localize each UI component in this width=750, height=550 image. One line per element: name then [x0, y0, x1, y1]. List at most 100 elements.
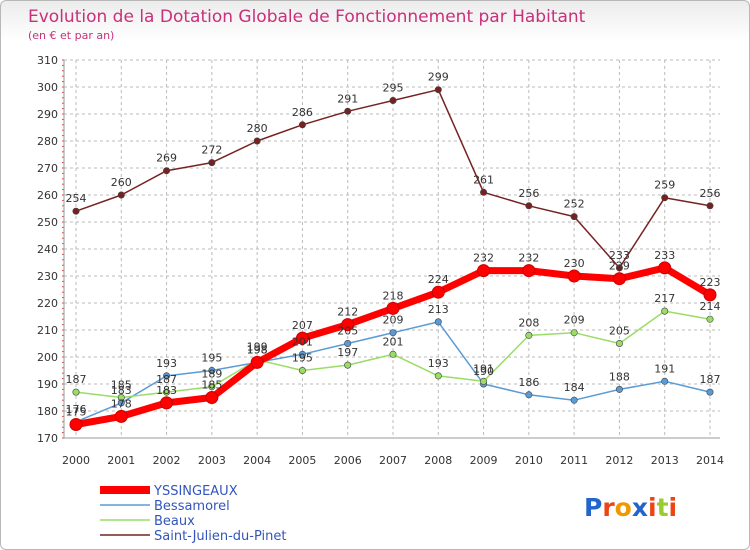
data-point [570, 329, 578, 337]
data-label: 193 [156, 357, 177, 370]
data-label: 230 [564, 257, 585, 270]
data-point [72, 207, 80, 215]
data-point [298, 350, 306, 358]
y-tick-label: 180 [37, 405, 58, 418]
data-label: 212 [337, 306, 358, 319]
y-tick-label: 260 [37, 189, 58, 202]
y-tick-label: 170 [37, 432, 58, 445]
axes: 170 180 190 200 210 220 230 240 250 260 270 280 290 3… [37, 54, 724, 467]
data-label: 213 [428, 303, 449, 316]
data-label: 190 [473, 365, 494, 378]
data-point [163, 372, 171, 380]
chart-title: Evolution de la Dotation Globale de Fonc… [28, 7, 586, 27]
data-point [208, 366, 216, 374]
data-point [434, 372, 442, 380]
data-point [160, 396, 174, 410]
data-point [706, 202, 714, 210]
data-point [298, 366, 306, 374]
x-tick-label: 2004 [243, 454, 271, 467]
x-tick-label: 2006 [334, 454, 362, 467]
x-tick-label: 2001 [107, 454, 135, 467]
data-label: 187 [156, 373, 177, 386]
data-point [114, 409, 128, 423]
data-label: 269 [156, 152, 177, 165]
legend-label: Bessamorel [154, 499, 230, 514]
data-label: 209 [564, 314, 585, 327]
x-tick-label: 2009 [470, 454, 498, 467]
data-label: 187 [700, 373, 721, 386]
data-label: 187 [66, 373, 87, 386]
data-point [250, 355, 264, 369]
y-tick-label: 250 [37, 216, 58, 229]
data-point [389, 97, 397, 105]
gridlines [64, 59, 720, 439]
data-point [434, 318, 442, 326]
data-point [208, 383, 216, 391]
data-label: 229 [609, 260, 630, 273]
data-point [208, 159, 216, 167]
x-tick-label: 2002 [153, 454, 181, 467]
data-point [703, 288, 717, 302]
data-label: 191 [654, 362, 675, 375]
data-label: 207 [292, 319, 313, 332]
data-point [525, 331, 533, 339]
legend-label: YSSINGEAUX [153, 484, 238, 499]
y-tick-label: 210 [37, 324, 58, 337]
data-point [389, 329, 397, 337]
data-point [570, 213, 578, 221]
data-point [163, 167, 171, 175]
data-label: 193 [428, 357, 449, 370]
data-point [661, 307, 669, 315]
data-label: 223 [700, 276, 721, 289]
data-label: 295 [383, 82, 404, 95]
data-point [570, 396, 578, 404]
data-point [253, 137, 261, 145]
data-point [434, 86, 442, 94]
data-point [615, 264, 623, 272]
data-label: 199 [247, 341, 268, 354]
x-tick-label: 2008 [424, 454, 452, 467]
data-point [295, 331, 309, 345]
x-tick-label: 2014 [696, 454, 724, 467]
y-tick-label: 280 [37, 135, 58, 148]
data-label: 260 [111, 176, 132, 189]
data-point [612, 272, 626, 286]
data-label: 188 [609, 370, 630, 383]
data-point [344, 107, 352, 115]
data-label: 232 [518, 252, 539, 265]
data-label: 185 [201, 379, 222, 392]
data-label: 232 [473, 252, 494, 265]
x-tick-label: 2011 [560, 454, 588, 467]
data-label: 176 [66, 403, 87, 416]
data-label: 195 [292, 352, 313, 365]
x-tick-label: 2003 [198, 454, 226, 467]
data-label: 286 [292, 106, 313, 119]
x-tick-label: 2007 [379, 454, 407, 467]
y-tick-label: 300 [37, 81, 58, 94]
data-point [389, 350, 397, 358]
y-tick-label: 310 [37, 54, 58, 67]
y-tick-label: 290 [37, 108, 58, 121]
data-label: 208 [518, 316, 539, 329]
y-tick-label: 240 [37, 243, 58, 256]
data-label: 197 [337, 346, 358, 359]
x-tick-label: 2012 [605, 454, 633, 467]
data-point [163, 388, 171, 396]
data-label: 201 [383, 335, 404, 348]
data-label: 183 [156, 384, 177, 397]
data-point [344, 361, 352, 369]
x-tick-label: 2005 [288, 454, 316, 467]
data-label: 252 [564, 198, 585, 211]
y-tick-label: 190 [37, 378, 58, 391]
data-point [298, 121, 306, 129]
data-point [341, 318, 355, 332]
data-point [658, 261, 672, 275]
proxiti-logo: Proxiti [584, 493, 677, 522]
data-point [205, 391, 219, 404]
data-point [344, 339, 352, 347]
legend-label: Saint-Julien-du-Pinet [154, 529, 287, 544]
data-label: 272 [201, 144, 222, 157]
data-label: 256 [518, 187, 539, 200]
x-tick-label: 2000 [62, 454, 90, 467]
